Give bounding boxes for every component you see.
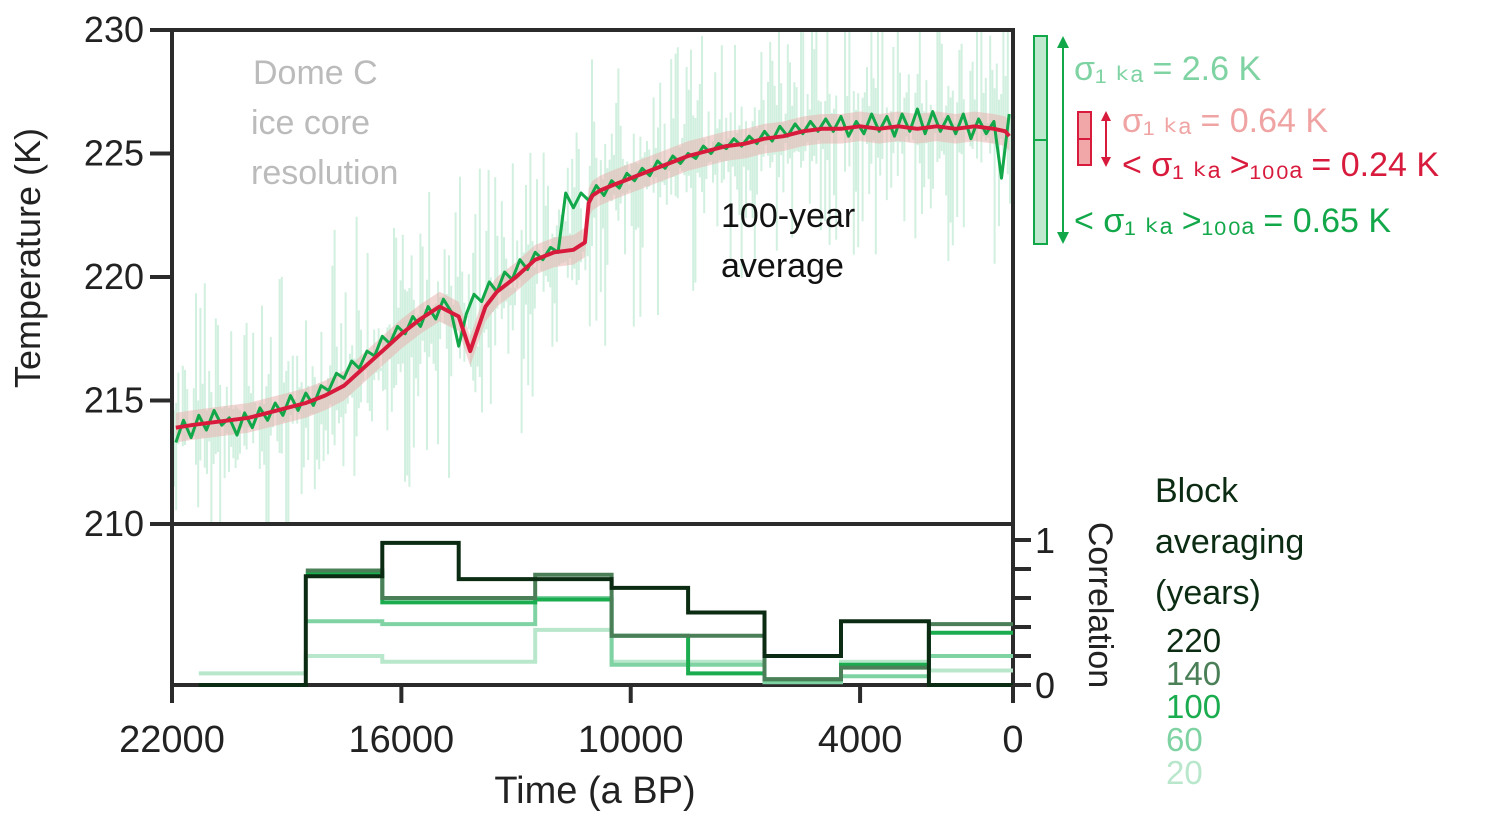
legend-item-220: 220 bbox=[1166, 622, 1221, 659]
temperature-y-tick-label: 215 bbox=[84, 380, 144, 421]
sigma-green-arrow-head-down bbox=[1057, 232, 1069, 244]
average-series-label-line: 100-year bbox=[721, 197, 855, 235]
temperature-series bbox=[174, 107, 1011, 443]
legend-title: Block averaging (years) bbox=[1155, 472, 1314, 612]
correlation-y-tick-label: 1 bbox=[1035, 520, 1055, 561]
temperature-y-tick-label: 210 bbox=[84, 503, 144, 544]
resolution-annotation: Dome C ice core resolution bbox=[251, 54, 398, 192]
legend-item-100: 100 bbox=[1166, 688, 1221, 725]
resolution-annotation-line: Dome C bbox=[253, 54, 378, 92]
legend-title-line: (years) bbox=[1155, 574, 1261, 612]
ice-core-resolution-line bbox=[174, 107, 1011, 443]
average-series-label-line: average bbox=[721, 247, 844, 285]
temperature-y-axis: 210 215 220 225 230 bbox=[84, 9, 172, 544]
legend-item-140: 140 bbox=[1166, 655, 1221, 692]
time-axis-label: Time (a BP) bbox=[494, 770, 695, 812]
correlation-series-20 bbox=[198, 627, 1013, 685]
uncertainty-band bbox=[175, 111, 1010, 443]
correlation-series-60 bbox=[305, 596, 1013, 685]
correlation-series-220 bbox=[198, 540, 1013, 687]
average-uncertainty-band bbox=[175, 111, 1010, 443]
sigma-label-noise: σ₁ ₖₐ = 2.6 K bbox=[1074, 50, 1261, 88]
resolution-annotation-line: ice core bbox=[251, 104, 370, 142]
time-x-tick-label: 16000 bbox=[349, 719, 455, 761]
time-x-tick-label: 0 bbox=[1002, 719, 1023, 761]
legend-title-line: averaging bbox=[1155, 523, 1304, 561]
time-x-axis: 22000 16000 10000 4000 0 bbox=[119, 685, 1024, 761]
sigma-label-average-mean: < σ₁ ₖₐ >₁₀₀ₐ = 0.24 K bbox=[1122, 146, 1439, 184]
legend-item-20: 20 bbox=[1166, 754, 1203, 791]
correlation-panel-frame bbox=[170, 522, 1015, 687]
correlation-series bbox=[198, 540, 1013, 687]
sigma-red-arrow-head-down bbox=[1101, 157, 1111, 167]
average-line bbox=[175, 124, 1011, 430]
temperature-y-tick-label: 230 bbox=[84, 9, 144, 50]
sigma-label-noise-mean: < σ₁ ₖₐ >₁₀₀ₐ = 0.65 K bbox=[1074, 202, 1391, 240]
time-x-tick-label: 22000 bbox=[119, 719, 225, 761]
correlation-axis-label: Correlation bbox=[1081, 522, 1119, 688]
temperature-y-tick-label: 225 bbox=[84, 133, 144, 174]
average-series-label: 100-year average bbox=[721, 197, 865, 285]
correlation-y-tick-label: 0 bbox=[1035, 665, 1055, 706]
time-x-tick-label: 4000 bbox=[818, 719, 903, 761]
sigma-green-arrow-head-up bbox=[1057, 36, 1069, 48]
temperature-axis-label: Temperature (K) bbox=[7, 128, 48, 388]
correlation-y-axis: 01 bbox=[1013, 520, 1055, 706]
legend-title-line: Block bbox=[1155, 472, 1239, 510]
resolution-annotation-line: resolution bbox=[251, 154, 398, 192]
sigma-label-average: σ₁ ₖₐ = 0.64 K bbox=[1122, 102, 1328, 140]
correlation-series-140 bbox=[305, 568, 1013, 682]
time-x-tick-label: 10000 bbox=[578, 719, 684, 761]
sigma-red-arrow-head-up bbox=[1101, 111, 1111, 121]
legend-item-60: 60 bbox=[1166, 721, 1203, 758]
temperature-y-tick-label: 220 bbox=[84, 256, 144, 297]
